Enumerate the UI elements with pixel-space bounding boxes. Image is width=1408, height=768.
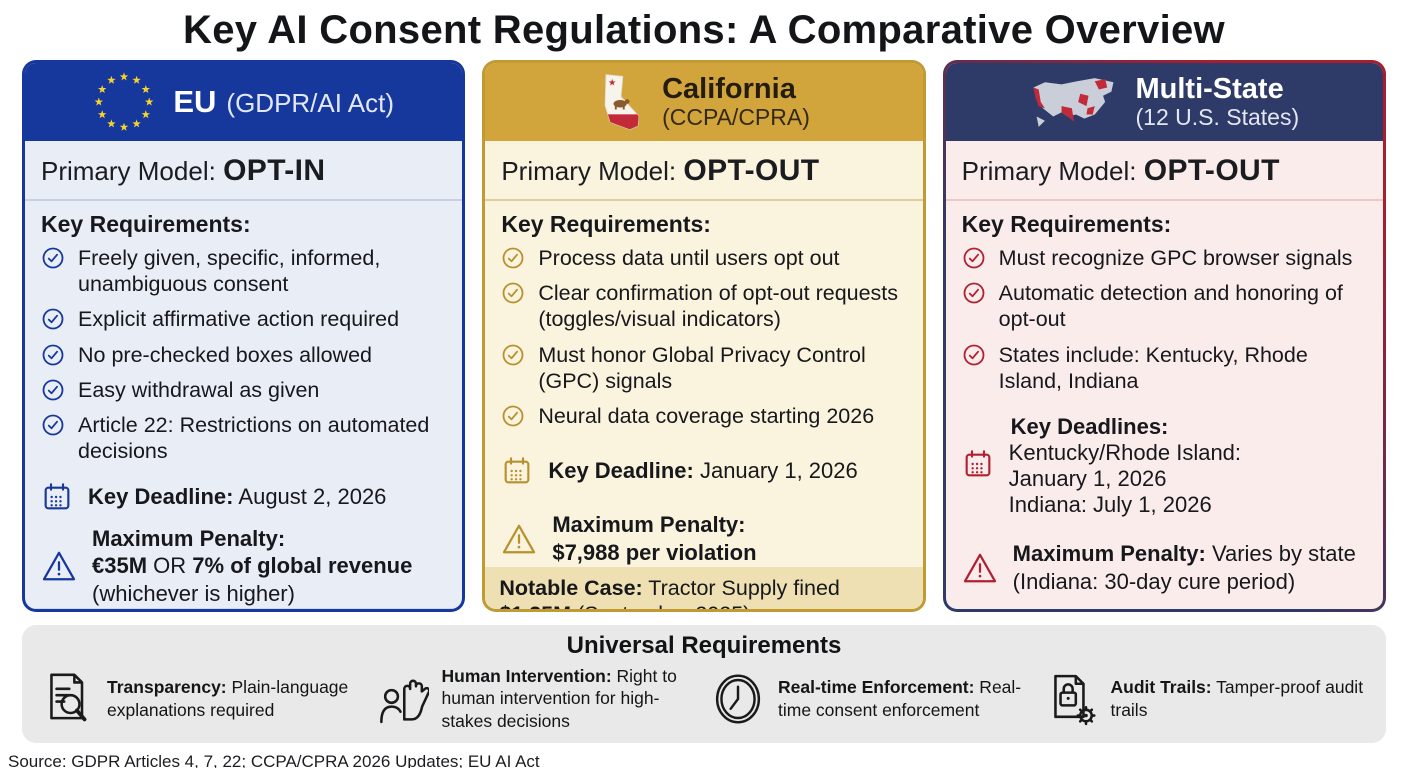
requirement-item: Clear confirmation of opt-out requests (… [501,280,910,332]
requirement-item: Process data until users opt out [501,245,910,271]
card-ms-subtitle: (12 U.S. States) [1135,104,1300,131]
check-circle-icon [42,247,64,269]
requirement-item: States include: Kentucky, Rhode Island, … [962,342,1371,394]
card-eu-requirements-list: Freely given, specific, informed, unambi… [25,245,462,465]
cards-row: EU (GDPR/AI Act) Primary Model: OPT-IN K… [22,60,1386,612]
card-ca-penalty: Maximum Penalty: $7,988 per violation [485,511,922,567]
requirement-item: No pre-checked boxes allowed [41,342,450,368]
us-map-icon [1030,75,1118,129]
check-circle-icon [42,379,64,401]
universal-item-realtime: Real-time Enforcement: Real-time consent… [711,672,1032,726]
card-ca-primary-model: Primary Model: OPT-OUT [485,141,923,201]
card-multi-state: Multi-State (12 U.S. States) Primary Mod… [942,60,1386,612]
card-eu-notable-case: Notable Case: Criteo fined €40M ($43M) i… [25,608,463,609]
calendar-icon [44,482,70,509]
check-circle-icon [502,282,524,304]
card-eu-deadline: Key Deadline: August 2, 2026 [25,481,462,513]
check-circle-icon [963,344,985,366]
card-ms-deadlines: Key Deadlines: Kentucky/Rhode Island: Ja… [946,414,1383,518]
card-ca-requirements-title: Key Requirements: [501,211,711,237]
card-ca-deadline: Key Deadline: January 1, 2026 [485,455,922,487]
requirement-item: Article 22: Restrictions on automated de… [41,412,450,464]
check-circle-icon [42,414,64,436]
card-eu: EU (GDPR/AI Act) Primary Model: OPT-IN K… [22,60,466,612]
check-circle-icon [963,282,985,304]
requirement-item: Must honor Global Privacy Control (GPC) … [501,342,910,394]
universal-item-transparency: Transparency: Plain-language explanation… [42,671,363,727]
card-ms-penalty: Maximum Penalty: Varies by state (Indian… [946,540,1383,596]
realtime-clock-icon [715,674,761,724]
check-circle-icon [42,344,64,366]
audit-lock-gear-icon [1053,674,1096,725]
card-ms-primary-model: Primary Model: OPT-OUT [945,141,1383,201]
card-ca-subtitle: (CCPA/CPRA) [662,104,810,131]
warning-triangle-icon [42,552,76,581]
card-eu-requirements-title: Key Requirements: [41,211,251,237]
universal-item-human-intervention: Human Intervention: Right to human inter… [377,665,698,732]
card-eu-penalty: Maximum Penalty: €35M OR 7% of global re… [25,525,462,609]
requirement-item: Neural data coverage starting 2026 [501,403,910,429]
universal-item-audit: Audit Trails: Tamper-proof audit trails [1046,671,1367,727]
eu-stars-icon [93,71,155,133]
card-ca-notable-case: Notable Case: Tractor Supply fined $1.35… [485,567,923,609]
calendar-icon [965,450,991,477]
card-california: California (CCPA/CPRA) Primary Model: OP… [482,60,926,612]
requirement-item: Must recognize GPC browser signals [962,245,1371,271]
human-intervention-hand-icon [379,679,429,723]
warning-triangle-icon [503,524,536,554]
check-circle-icon [502,344,524,366]
card-eu-header: EU (GDPR/AI Act) [25,63,463,141]
requirement-item: Easy withdrawal as given [41,377,450,403]
card-eu-title: EU [173,84,217,119]
card-ms-title: Multi-State [1135,72,1284,105]
source-citation: Source: GDPR Articles 4, 7, 22; CCPA/CPR… [8,752,540,768]
requirement-item: Automatic detection and honoring of opt-… [962,280,1371,332]
check-circle-icon [42,309,64,330]
card-ca-requirements-list: Process data until users opt out Clear c… [485,245,922,429]
california-flag-icon [598,72,644,132]
page-title: Key AI Consent Regulations: A Comparativ… [183,8,1225,52]
card-ms-header: Multi-State (12 U.S. States) [945,63,1383,141]
requirement-item: Freely given, specific, informed, unambi… [41,245,450,297]
card-ca-header: California (CCPA/CPRA) [485,63,923,141]
card-ca-title: California [662,72,796,105]
card-eu-primary-model: Primary Model: OPT-IN [25,141,463,201]
requirement-item: Explicit affirmative action required [41,306,450,332]
calendar-icon [504,457,530,484]
check-circle-icon [963,247,985,269]
universal-title: Universal Requirements [566,632,842,659]
transparency-doc-search-icon [50,673,87,721]
check-circle-icon [502,247,524,269]
card-ms-requirements-list: Must recognize GPC browser signals Autom… [946,245,1383,394]
universal-requirements-bar: Universal Requirements Transparency: Pla… [22,625,1386,744]
warning-triangle-icon [963,553,996,583]
card-ms-requirements-title: Key Requirements: [961,211,1172,237]
check-circle-icon [502,405,524,427]
card-eu-subtitle: (GDPR/AI Act) [226,88,394,118]
